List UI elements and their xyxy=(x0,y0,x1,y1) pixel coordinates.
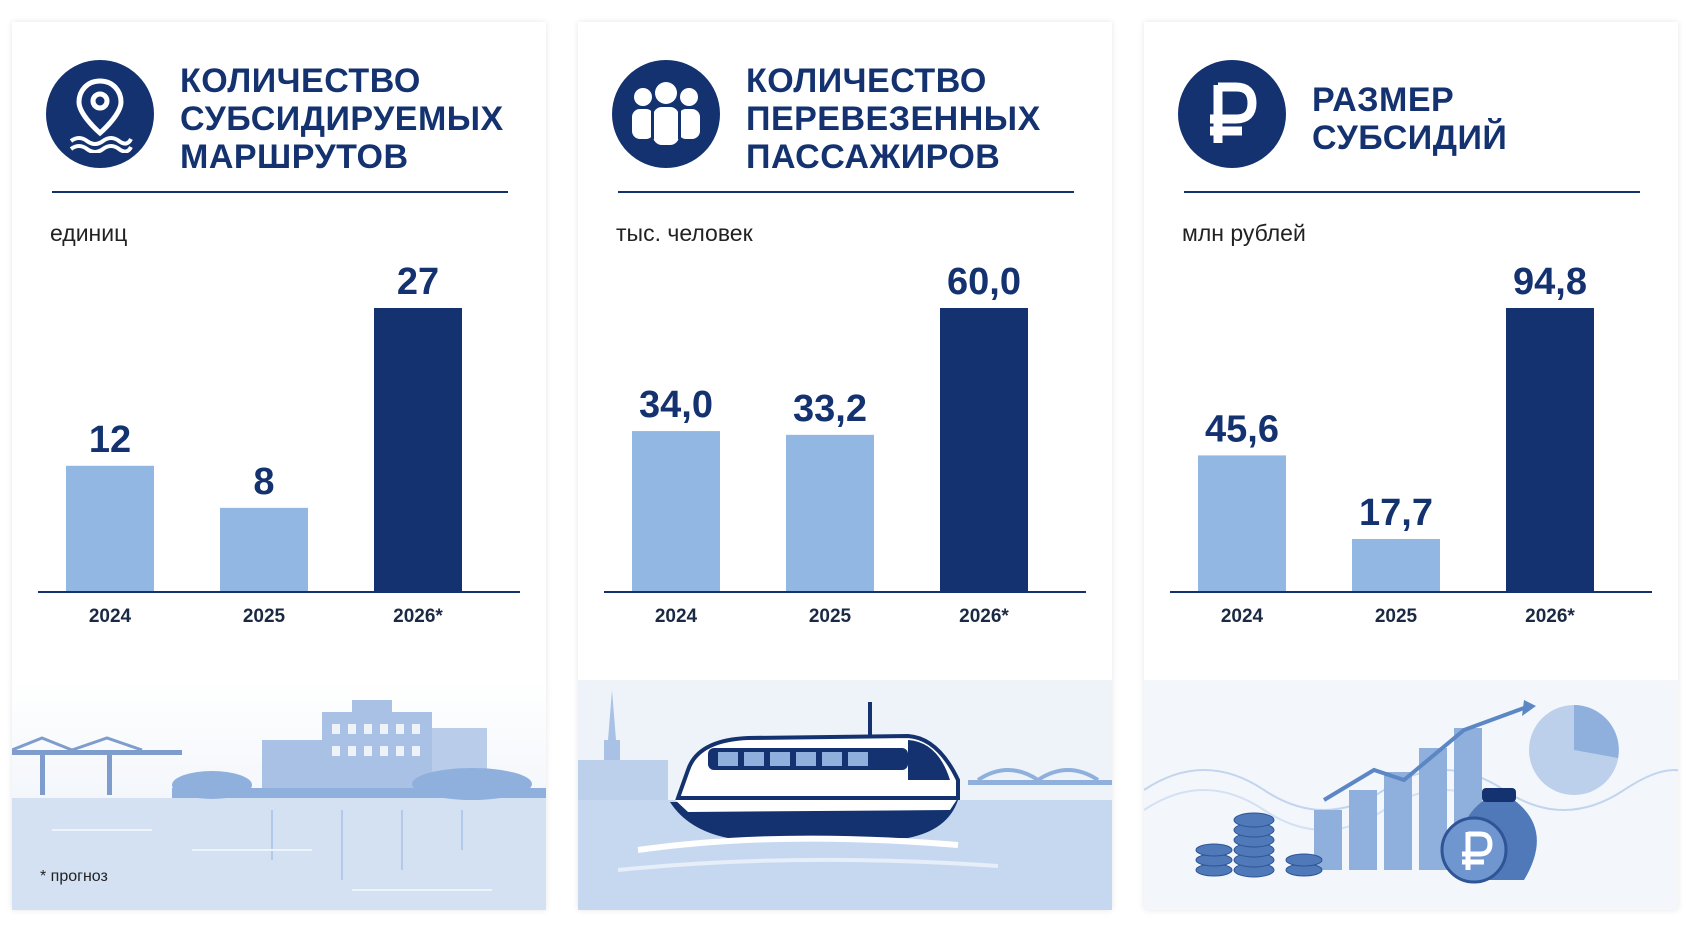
panel-title: КОЛИЧЕСТВО ПЕРЕВЕЗЕННЫХ ПАССАЖИРОВ xyxy=(746,54,1096,184)
title-line: СУБСИДИРУЕМЫХ xyxy=(180,100,504,138)
bar-2025 xyxy=(220,507,308,592)
footnote: * прогноз xyxy=(40,868,108,885)
title-divider xyxy=(1184,191,1640,193)
value-label: 45,6 xyxy=(1205,408,1279,450)
panel-passengers: КОЛИЧЕСТВО ПЕРЕВЕЗЕННЫХ ПАССАЖИРОВ тыс. … xyxy=(578,22,1112,910)
tick-label: 2025 xyxy=(1375,606,1418,627)
value-label: 17,7 xyxy=(1359,492,1433,534)
unit-label: тыс. человек xyxy=(616,220,753,246)
bar-2026 xyxy=(374,308,462,592)
bar-2024 xyxy=(66,465,154,592)
value-label: 27 xyxy=(397,261,439,303)
panel-title: РАЗМЕР СУБСИДИЙ xyxy=(1312,54,1662,184)
tick-label: 2024 xyxy=(1221,606,1264,627)
title-line: ПАССАЖИРОВ xyxy=(746,138,1001,176)
title-divider xyxy=(618,191,1074,193)
bar-2026 xyxy=(940,308,1028,592)
value-label: 8 xyxy=(253,461,274,503)
title-divider xyxy=(52,191,508,193)
panel-title: КОЛИЧЕСТВО СУБСИДИРУЕМЫХ МАРШРУТОВ xyxy=(180,54,530,184)
tick-label: 2026* xyxy=(959,606,1009,627)
value-label: 34,0 xyxy=(639,384,713,426)
value-label: 60,0 xyxy=(947,261,1021,303)
unit-label: млн рублей xyxy=(1182,220,1306,246)
value-label: 94,8 xyxy=(1513,261,1587,303)
title-line: КОЛИЧЕСТВО xyxy=(746,62,987,100)
hydrofoil-boat-icon xyxy=(578,680,1112,910)
map-pin-water-icon xyxy=(46,60,154,168)
ruble-icon xyxy=(1178,60,1286,168)
river-city-icon xyxy=(12,680,546,910)
unit-label: единиц xyxy=(50,220,128,246)
tick-label: 2024 xyxy=(655,606,698,627)
panel-routes: КОЛИЧЕСТВО СУБСИДИРУЕМЫХ МАРШРУТОВ едини… xyxy=(12,22,546,910)
title-line: СУБСИДИЙ xyxy=(1312,119,1508,157)
bar-2026 xyxy=(1506,308,1594,592)
tick-label: 2026* xyxy=(1525,606,1575,627)
value-label: 33,2 xyxy=(793,388,867,430)
tick-label: 2025 xyxy=(243,606,286,627)
title-line: РАЗМЕР xyxy=(1312,81,1455,119)
bar-chart-routes: 12 2024 8 2025 27 2026* xyxy=(38,261,520,627)
panel-subsidies: РАЗМЕР СУБСИДИЙ млн рублей 45,6 2024 17,7 2… xyxy=(1144,22,1678,910)
bar-2024 xyxy=(1198,455,1286,592)
bar-2025 xyxy=(786,434,874,592)
people-group-icon xyxy=(612,60,720,168)
title-line: МАРШРУТОВ xyxy=(180,138,409,176)
bar-chart-passengers: 34,0 2024 33,2 2025 60,0 2026* xyxy=(604,261,1086,627)
value-label: 12 xyxy=(89,419,131,461)
bar-2025 xyxy=(1352,538,1440,592)
title-line: ПЕРЕВЕЗЕННЫХ xyxy=(746,100,1041,138)
finance-growth-icon xyxy=(1144,680,1678,910)
bar-chart-subsidies: 45,6 2024 17,7 2025 94,8 2026* xyxy=(1170,261,1652,627)
bar-2024 xyxy=(632,431,720,592)
tick-label: 2024 xyxy=(89,606,132,627)
title-line: КОЛИЧЕСТВО xyxy=(180,62,421,100)
tick-label: 2025 xyxy=(809,606,852,627)
tick-label: 2026* xyxy=(393,606,443,627)
